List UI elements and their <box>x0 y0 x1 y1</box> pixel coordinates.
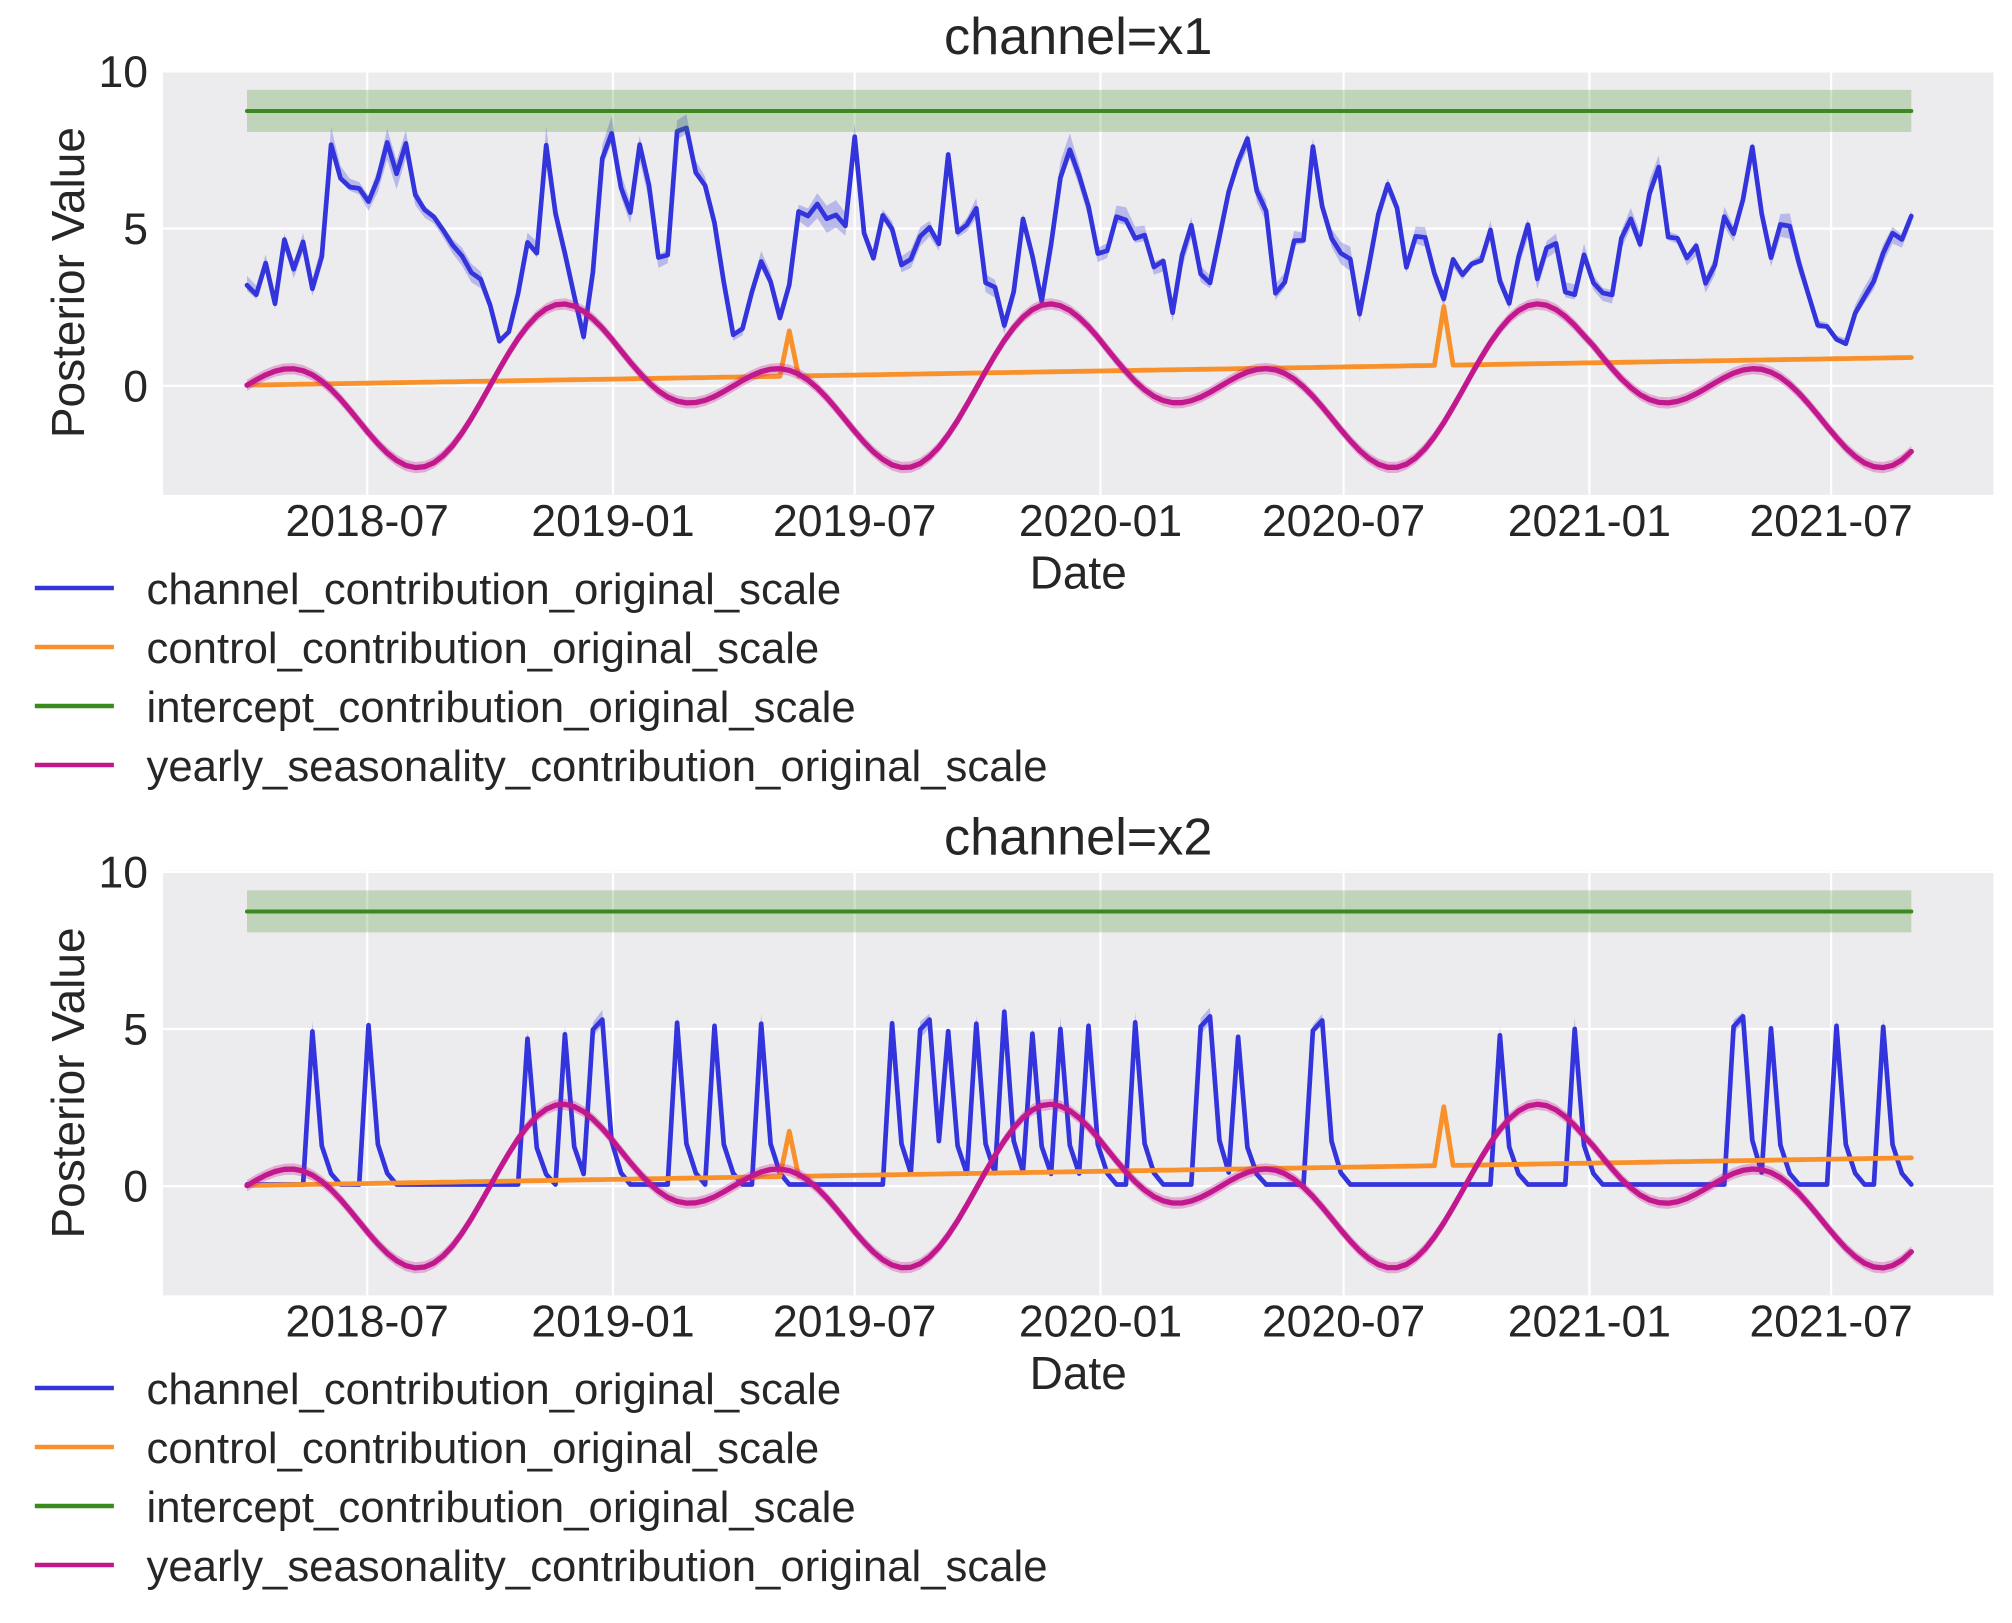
svg-text:2019-07: 2019-07 <box>773 1298 936 1347</box>
svg-text:2019-01: 2019-01 <box>531 1298 694 1347</box>
svg-text:intercept_contribution_origina: intercept_contribution_original_scale <box>147 683 856 732</box>
svg-text:channel_contribution_original_: channel_contribution_original_scale <box>147 565 842 614</box>
svg-text:2021-01: 2021-01 <box>1508 497 1671 546</box>
svg-text:2021-07: 2021-07 <box>1749 497 1912 546</box>
svg-text:10: 10 <box>99 48 149 97</box>
svg-text:channel_contribution_original_: channel_contribution_original_scale <box>147 1365 842 1414</box>
svg-text:channel=x1: channel=x1 <box>944 8 1212 66</box>
svg-text:intercept_contribution_origina: intercept_contribution_original_scale <box>147 1483 856 1532</box>
svg-text:0: 0 <box>123 362 148 411</box>
svg-text:5: 5 <box>123 1006 148 1055</box>
svg-text:yearly_seasonality_contributio: yearly_seasonality_contribution_original… <box>147 1542 1048 1591</box>
svg-text:2018-07: 2018-07 <box>286 1298 449 1347</box>
svg-text:channel=x2: channel=x2 <box>944 809 1212 867</box>
svg-text:Date: Date <box>1030 1347 1127 1399</box>
svg-text:2020-01: 2020-01 <box>1019 497 1182 546</box>
svg-text:5: 5 <box>123 205 148 254</box>
svg-text:2020-07: 2020-07 <box>1262 1298 1425 1347</box>
svg-text:Date: Date <box>1030 546 1127 598</box>
svg-text:yearly_seasonality_contributio: yearly_seasonality_contribution_original… <box>147 742 1048 791</box>
svg-text:2021-07: 2021-07 <box>1749 1298 1912 1347</box>
svg-text:control_contribution_original_: control_contribution_original_scale <box>147 1424 820 1473</box>
svg-text:2021-01: 2021-01 <box>1508 1298 1671 1347</box>
svg-text:0: 0 <box>123 1163 148 1212</box>
svg-text:Posterior Value: Posterior Value <box>42 927 94 1238</box>
svg-text:2019-01: 2019-01 <box>531 497 694 546</box>
svg-text:Posterior Value: Posterior Value <box>42 127 94 438</box>
svg-text:2019-07: 2019-07 <box>773 497 936 546</box>
svg-text:2018-07: 2018-07 <box>286 497 449 546</box>
svg-text:2020-01: 2020-01 <box>1019 1298 1182 1347</box>
svg-text:control_contribution_original_: control_contribution_original_scale <box>147 624 820 673</box>
svg-text:2020-07: 2020-07 <box>1262 497 1425 546</box>
svg-text:10: 10 <box>99 849 149 898</box>
